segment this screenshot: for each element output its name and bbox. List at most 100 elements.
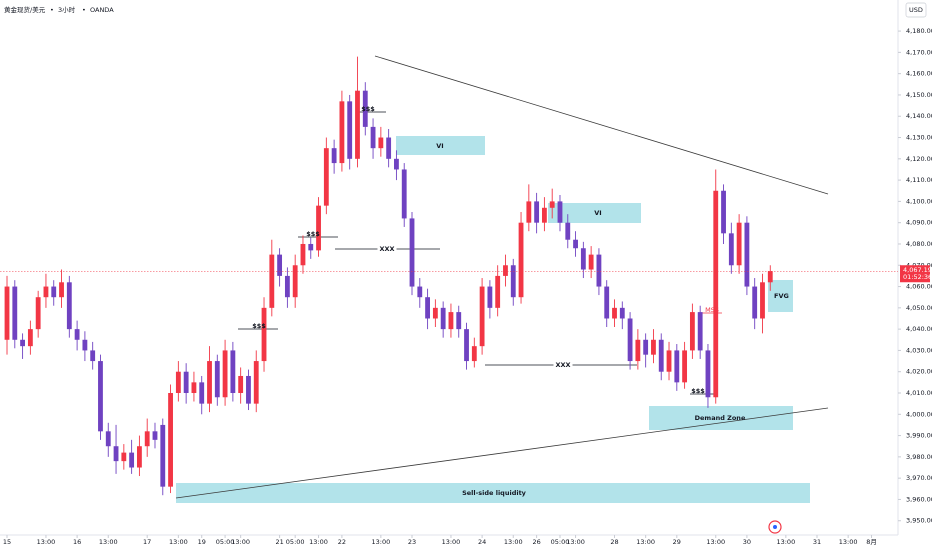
y-tick-label: 3,980.000	[906, 453, 932, 461]
x-tick-label: 28	[610, 538, 618, 546]
y-tick-label: 4,180.000	[906, 27, 932, 35]
annotation: $$$	[306, 230, 320, 238]
candle-body	[557, 201, 563, 223]
y-tick-label: 4,140.000	[906, 112, 932, 120]
y-tick-label: 4,040.000	[906, 325, 932, 333]
candle-body	[370, 126, 376, 149]
annotation: XXX	[379, 245, 394, 253]
y-tick-label: 4,150.000	[906, 91, 932, 99]
annotation: XXX	[555, 361, 570, 369]
candle-body	[362, 90, 368, 127]
candle-body	[627, 318, 633, 362]
candle-body	[464, 329, 469, 362]
candle-body	[129, 452, 135, 468]
candle-body	[541, 207, 547, 223]
y-tick-label: 4,080.000	[906, 240, 932, 248]
x-tick-label: 26	[532, 538, 540, 546]
candle-body	[66, 282, 72, 330]
y-tick-label: 4,050.000	[906, 304, 932, 312]
candle-body	[534, 201, 540, 223]
candle-body	[12, 286, 18, 340]
candle-body	[183, 371, 189, 394]
currency-box[interactable]	[905, 2, 927, 18]
annotation: $$$	[252, 322, 266, 330]
annotation: VI	[436, 142, 443, 150]
label-bg	[377, 245, 397, 253]
x-tick-label: 13:00	[636, 538, 655, 546]
x-tick-label: 29	[673, 538, 681, 546]
candle-body	[549, 201, 555, 208]
candle-body	[347, 101, 353, 159]
y-tick-label: 4,160.000	[906, 70, 932, 78]
vi-zone	[548, 203, 641, 223]
candle-body	[355, 90, 360, 159]
x-tick-label: 30	[743, 538, 751, 546]
y-tick-label: 3,960.000	[906, 495, 932, 503]
candle-body	[74, 329, 80, 340]
fvg-zone	[768, 280, 793, 312]
y-tick-label: 3,970.000	[906, 474, 932, 482]
x-tick-label: 13:00	[231, 538, 250, 546]
last-price-label: 4,067.190	[903, 266, 932, 274]
candle-body	[580, 248, 586, 270]
y-tick-label: 4,020.000	[906, 368, 932, 376]
candle-body	[27, 329, 33, 347]
annotation: $$$	[691, 387, 705, 395]
x-tick-label: 13:00	[442, 538, 461, 546]
candle-body	[105, 431, 111, 447]
candle-body	[113, 446, 119, 462]
exchange: OANDA	[90, 6, 114, 14]
candle-body	[4, 286, 10, 340]
candle-body	[168, 393, 173, 487]
candle-body	[479, 286, 485, 347]
x-tick-label: 13:00	[504, 538, 523, 546]
x-tick-label: 13:00	[566, 538, 585, 546]
y-tick-label: 4,110.000	[906, 176, 932, 184]
trendline	[175, 407, 829, 499]
candle-body	[59, 282, 64, 298]
candle-body	[760, 282, 765, 319]
candle-body	[269, 254, 275, 308]
last-price-box	[900, 265, 930, 283]
candle-body	[456, 312, 462, 330]
annotation: $$$	[361, 105, 375, 113]
candle-body	[191, 382, 197, 394]
candle-body	[98, 361, 103, 432]
candle-body	[136, 446, 142, 468]
candle-body	[674, 350, 680, 383]
x-tick-label: 19	[198, 538, 206, 546]
y-tick-label: 4,170.000	[906, 48, 932, 56]
candle-body	[175, 371, 181, 394]
candle-body	[316, 205, 321, 251]
y-tick-label: 4,090.000	[906, 219, 932, 227]
candle-body	[619, 307, 625, 319]
candle-body	[728, 233, 734, 266]
candle-body	[565, 222, 571, 240]
x-tick-label: 13:00	[37, 538, 56, 546]
logo-dot	[773, 525, 777, 529]
currency[interactable]: USD	[909, 6, 923, 14]
countdown: 01:52:36	[903, 273, 932, 281]
candle-body	[651, 339, 656, 355]
candle-body	[487, 286, 493, 308]
annotation: VI	[594, 209, 601, 217]
y-tick-label: 4,060.000	[906, 283, 932, 291]
candle-body	[20, 339, 26, 347]
candle-body	[588, 254, 594, 270]
candle-body	[596, 254, 602, 287]
candle-body	[682, 350, 688, 383]
x-tick-label: 13:00	[309, 538, 328, 546]
x-tick-label: 13:00	[706, 538, 725, 546]
zones	[176, 136, 810, 503]
candle-body	[721, 190, 726, 234]
vi-zone	[396, 136, 485, 155]
candle-body	[160, 424, 166, 487]
candle-body	[323, 148, 329, 206]
candle-body	[90, 350, 96, 362]
candle-body	[417, 286, 423, 298]
candle-body	[292, 265, 298, 298]
candle-body	[300, 243, 306, 266]
candle-body	[144, 431, 150, 447]
x-tick-label: 31	[813, 538, 821, 546]
logo	[768, 520, 782, 534]
